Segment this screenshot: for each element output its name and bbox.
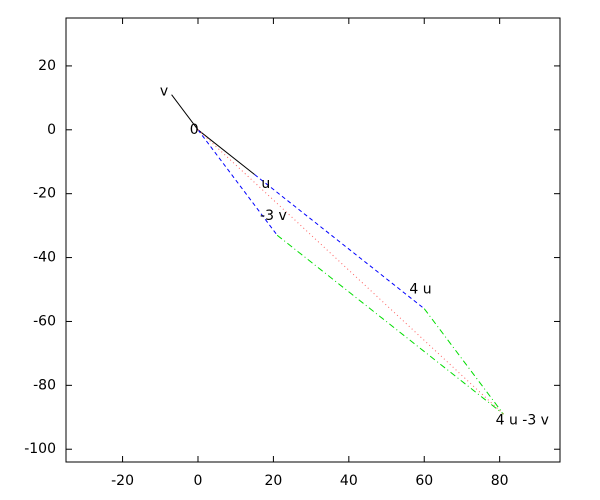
vector-line — [197, 129, 255, 175]
vector-line — [171, 94, 199, 131]
point-label: -3 v — [260, 208, 287, 224]
point-label: v — [160, 83, 168, 99]
point-label: u — [261, 176, 270, 192]
x-tick-label: -20 — [111, 473, 134, 489]
y-tick-label: 0 — [47, 122, 56, 138]
x-tick-label: 40 — [340, 473, 358, 489]
y-tick-label: -60 — [33, 313, 56, 329]
y-tick-label: -80 — [33, 377, 56, 393]
y-tick-label: 20 — [38, 58, 56, 74]
vector-line — [197, 129, 504, 415]
point-label: 4 u -3 v — [496, 412, 549, 428]
y-tick-label: -20 — [33, 186, 56, 202]
point-label: 4 u — [409, 282, 431, 298]
vector-line — [276, 234, 504, 415]
plot-frame — [65, 17, 561, 463]
y-tick-label: -40 — [33, 250, 56, 266]
x-tick-label: 60 — [415, 473, 433, 489]
point-label: 0 — [190, 122, 199, 138]
x-tick-label: 20 — [264, 473, 282, 489]
x-tick-label: 80 — [491, 473, 509, 489]
vector-line — [254, 174, 425, 310]
x-tick-label: 0 — [194, 473, 203, 489]
y-tick-label: -100 — [24, 441, 56, 457]
vector-line — [197, 129, 278, 236]
vector-line — [423, 308, 504, 415]
